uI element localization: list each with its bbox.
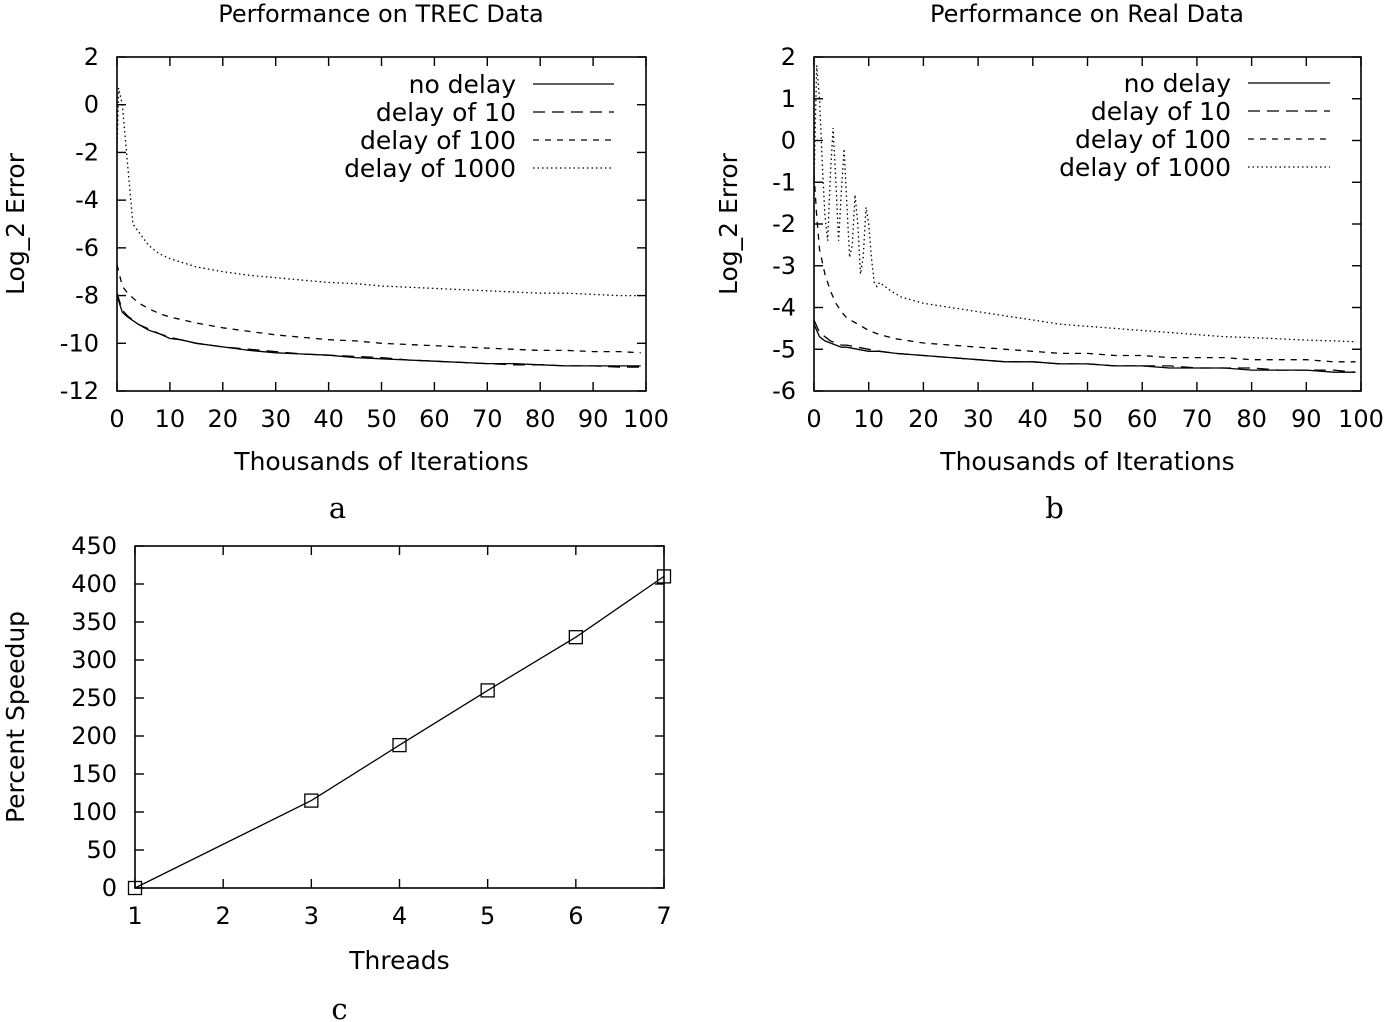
y-tick-label: -1 [772, 168, 796, 196]
x-axis-label: Threads [348, 946, 449, 975]
y-tick-label: -12 [60, 377, 99, 405]
x-tick-label: 80 [525, 405, 556, 433]
x-tick-label: 10 [853, 405, 884, 433]
x-tick-label: 100 [1338, 405, 1384, 433]
series-line-0 [813, 323, 1356, 373]
x-tick-label: 60 [419, 405, 450, 433]
data-point [568, 630, 583, 645]
y-tick-label: 150 [71, 760, 117, 788]
x-tick-label: 70 [1182, 405, 1213, 433]
series-line-0 [116, 295, 641, 367]
y-tick-label: -4 [75, 186, 99, 214]
y-tick-label: -3 [772, 252, 796, 280]
y-tick-label: -2 [772, 210, 796, 238]
y-tick-label: 2 [84, 43, 99, 71]
x-tick-label: 90 [1291, 405, 1322, 433]
y-tick-label: 450 [71, 532, 117, 560]
y-axis-label: Log_2 Error [714, 152, 743, 295]
y-tick-label: -4 [772, 294, 796, 322]
x-tick-label: 20 [908, 405, 939, 433]
plot-frame [813, 56, 1362, 392]
series-line-1 [813, 319, 1356, 373]
series-line-2 [813, 173, 1356, 363]
y-axis-label: Log_2 Error [1, 152, 30, 295]
legend-label: delay of 10 [376, 98, 516, 127]
x-tick-label: 4 [392, 902, 407, 930]
legend-label: delay of 100 [1075, 125, 1231, 154]
y-tick-label: 50 [86, 836, 117, 864]
legend-label: no delay [409, 70, 517, 99]
y-tick-label: 0 [84, 91, 99, 119]
y-tick-label: -2 [75, 138, 99, 166]
y-tick-label: 200 [71, 722, 117, 750]
y-tick-label: 0 [781, 127, 796, 155]
y-tick-label: 300 [71, 646, 117, 674]
x-tick-label: 80 [1236, 405, 1267, 433]
chart-c: 1 2 3 4 5 6 7 0 50 100 150 200 250 300 350 400 450 Thread… [1, 532, 672, 1022]
legend-label: delay of 1000 [344, 154, 516, 183]
x-tick-label: 30 [260, 405, 291, 433]
y-tick-label: 350 [71, 608, 117, 636]
x-tick-label: 60 [1127, 405, 1158, 433]
y-tick-label: -6 [772, 377, 796, 405]
y-tick-label: -10 [60, 329, 99, 357]
panel-letter: b [1045, 491, 1064, 525]
x-tick-label: 7 [656, 902, 671, 930]
series-line-2 [116, 264, 641, 354]
data-point [127, 880, 143, 896]
legend-label: delay of 100 [360, 126, 516, 155]
y-tick-label: 1 [781, 85, 796, 113]
x-tick-label: 30 [963, 405, 994, 433]
data-point [304, 793, 319, 808]
plot-frame [134, 545, 665, 889]
series-line-1 [116, 293, 641, 368]
chart-title: Performance on TREC Data [218, 0, 543, 28]
legend-label: no delay [1124, 69, 1232, 98]
legend-label: delay of 1000 [1059, 153, 1231, 182]
x-tick-label: 90 [578, 405, 609, 433]
y-axis-label: Percent Speedup [1, 611, 30, 823]
x-axis-label: Thousands of Iterations [233, 447, 528, 476]
x-tick-label: 6 [568, 902, 583, 930]
x-tick-label: 100 [623, 405, 669, 433]
data-point [480, 683, 495, 698]
x-tick-label: 20 [208, 405, 239, 433]
x-tick-label: 3 [304, 902, 319, 930]
x-axis-label: Thousands of Iterations [939, 447, 1234, 476]
legend-label: delay of 10 [1091, 97, 1231, 126]
series-line-3 [116, 87, 641, 297]
x-tick-label: 50 [1072, 405, 1103, 433]
x-tick-label: 5 [480, 902, 495, 930]
series-line-3 [813, 65, 1356, 343]
panel-letter: a [329, 491, 346, 525]
x-tick-label: 0 [806, 405, 821, 433]
series-line-0 [134, 575, 665, 889]
y-tick-label: 100 [71, 798, 117, 826]
y-tick-label: -6 [75, 234, 99, 262]
data-point [656, 569, 672, 584]
chart-title: Performance on Real Data [930, 0, 1244, 28]
x-tick-label: 40 [1018, 405, 1049, 433]
y-tick-label: 250 [71, 684, 117, 712]
x-tick-label: 1 [127, 902, 142, 930]
x-tick-label: 40 [313, 405, 344, 433]
y-tick-label: 2 [781, 43, 796, 71]
data-point [392, 737, 407, 753]
y-tick-label: -8 [75, 282, 99, 310]
panel-letter: c [331, 992, 347, 1022]
x-tick-label: 0 [109, 405, 124, 433]
y-tick-label: 400 [71, 570, 117, 598]
y-tick-label: 0 [102, 874, 117, 902]
x-tick-label: 2 [216, 902, 231, 930]
y-tick-label: -5 [772, 335, 796, 363]
x-tick-label: 50 [366, 405, 397, 433]
x-tick-label: 10 [155, 405, 186, 433]
x-tick-label: 70 [472, 405, 503, 433]
